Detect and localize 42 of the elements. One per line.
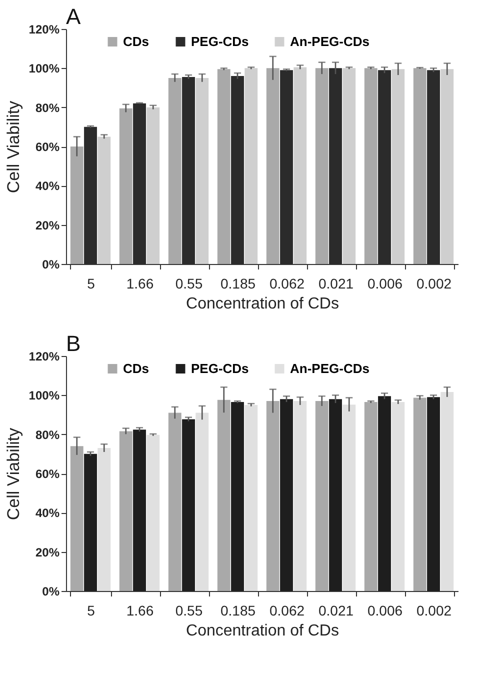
x-axis-title: Concentration of CDs [186, 622, 339, 640]
x-tick-label: 5 [87, 602, 96, 618]
x-tick-label: 0.55 [175, 276, 203, 292]
y-tick-label: 80% [35, 428, 60, 442]
y-tick-label: 60% [35, 140, 60, 154]
x-axis-title: Concentration of CDs [186, 296, 339, 312]
y-tick-label: 20% [35, 545, 60, 560]
y-axis-title: Cell Viability [4, 100, 23, 194]
x-tick-label: 0.006 [367, 602, 403, 618]
y-tick-label: 40% [35, 179, 60, 194]
legend-label: PEG-CDs [191, 34, 249, 49]
x-tick-label: 1.66 [126, 276, 154, 292]
x-tick-label: 0.062 [269, 276, 305, 292]
y-tick-label: 100% [28, 62, 60, 76]
y-axis-title: Cell Viability [4, 427, 23, 520]
x-tick-label: 0.55 [175, 602, 203, 618]
x-tick-label: 5 [87, 276, 96, 292]
x-tick-label: 0.185 [220, 602, 256, 618]
x-tick-label: 0.021 [318, 602, 354, 618]
x-tick-label: 0.002 [416, 602, 452, 618]
x-tick-label: 0.185 [220, 276, 256, 292]
y-tick-label: 40% [35, 506, 60, 520]
y-tick-label: 120% [28, 22, 60, 36]
x-tick-label: 0.021 [318, 276, 354, 292]
x-tick-label: 0.006 [367, 276, 403, 292]
legend-label: CDs [123, 34, 150, 49]
legend-label: CDs [123, 360, 150, 376]
y-tick-label: 20% [35, 218, 60, 232]
x-tick-label: 0.002 [416, 276, 452, 292]
legend-label: PEG-CDs [191, 360, 249, 376]
y-tick-label: 60% [35, 467, 60, 481]
x-tick-label: 0.062 [269, 602, 305, 618]
chart-title: B [66, 331, 81, 356]
legend-label: An-PEG-CDs [290, 360, 370, 376]
legend-label: An-PEG-CDs [290, 34, 370, 49]
y-tick-label: 120% [28, 350, 60, 364]
chart-title: A [66, 4, 81, 29]
y-tick-label: 0% [42, 258, 60, 272]
y-tick-label: 80% [35, 100, 60, 115]
y-tick-label: 0% [42, 584, 60, 598]
y-tick-label: 100% [28, 388, 60, 403]
x-tick-label: 1.66 [126, 602, 154, 618]
